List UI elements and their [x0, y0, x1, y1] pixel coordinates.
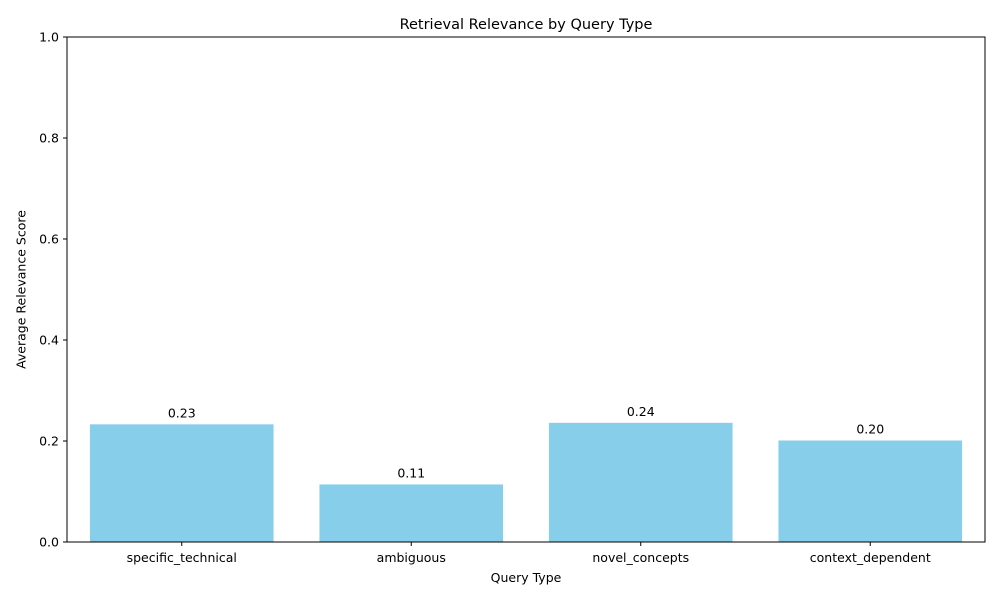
y-tick-label-0.8: 0.8: [39, 131, 59, 146]
x-tick-label-specific_technical: specific_technical: [127, 550, 237, 565]
x-axis-label: Query Type: [491, 570, 562, 585]
y-axis-label: Average Relevance Score: [14, 210, 29, 369]
y-tick-label-0.0: 0.0: [39, 535, 59, 550]
x-tick-label-ambiguous: ambiguous: [377, 550, 446, 565]
y-tick-label-0.2: 0.2: [39, 434, 59, 449]
bar-specific_technical: [89, 424, 274, 542]
x-tick-label-context_dependent: context_dependent: [810, 550, 931, 565]
chart-title: Retrieval Relevance by Query Type: [400, 17, 653, 33]
y-tick-label-1.0: 1.0: [39, 30, 59, 45]
axes-frame: [66, 36, 986, 543]
plot-area: 0.23 specific_technical 0.11 ambiguous 0.24 n…: [39, 30, 986, 565]
x-tick-label-novel_concepts: novel_concepts: [592, 550, 689, 565]
bar-context_dependent: [778, 440, 963, 542]
y-tick-label-0.4: 0.4: [39, 333, 59, 348]
data-label-ambiguous: 0.11: [397, 465, 425, 480]
bar-novel_concepts: [548, 422, 733, 542]
data-label-specific_technical: 0.23: [168, 405, 196, 420]
y-tick-label-0.6: 0.6: [39, 232, 59, 247]
data-label-novel_concepts: 0.24: [627, 404, 655, 419]
data-label-context_dependent: 0.20: [856, 421, 884, 436]
bar-ambiguous: [319, 484, 504, 542]
